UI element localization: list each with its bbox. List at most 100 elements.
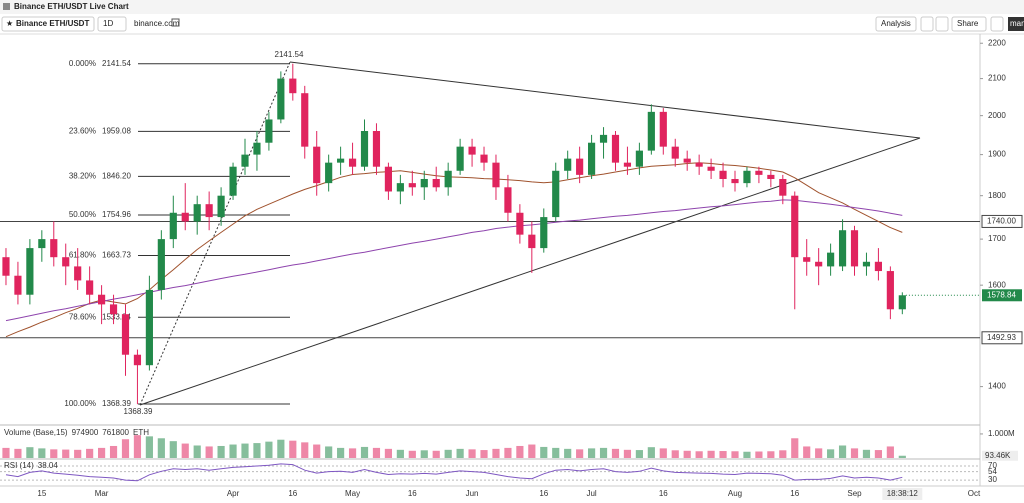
fib-pct: 100.00% (64, 399, 96, 408)
volume-bar (157, 438, 165, 458)
candle-body (659, 111, 667, 147)
volume-bar (74, 449, 82, 458)
low-label: 1368.39 (124, 407, 153, 416)
volume-bar (623, 449, 632, 458)
candle-body (372, 130, 381, 167)
volume-bar (62, 449, 70, 458)
volume-bar (516, 445, 524, 458)
volume-bar (217, 445, 225, 458)
x-tick-label: Sep (847, 489, 862, 498)
analysis-button[interactable] (875, 16, 917, 32)
candle-body (767, 174, 775, 179)
candle-body (731, 178, 739, 184)
volume-unit: ETH (133, 428, 149, 437)
indicator-button[interactable] (920, 16, 934, 32)
candle-body (850, 230, 859, 267)
volume-bar (109, 445, 118, 458)
interval[interactable]: 1D (103, 19, 113, 28)
fib-price: 1533.84 (102, 312, 131, 321)
trendline-lower (139, 137, 921, 406)
rsi-title: RSI (14) (4, 461, 34, 470)
volume-bar (743, 451, 751, 458)
level-tag (981, 331, 1023, 345)
level-label: 1740.00 (987, 217, 1016, 226)
y-tick-label: 2000 (988, 111, 1006, 120)
level-label: 1492.93 (987, 333, 1016, 342)
candle-body (50, 239, 58, 258)
draw-button[interactable] (935, 16, 949, 32)
candle-body (86, 280, 94, 295)
candle-body (528, 234, 536, 249)
price-label: 1578.84 (987, 290, 1016, 299)
candle-body (838, 230, 847, 267)
volume-bar (14, 448, 22, 458)
trendline-upper (289, 61, 921, 139)
fib-price: 1959.08 (102, 126, 131, 135)
volume-bar (635, 450, 643, 458)
candle-body (671, 146, 679, 159)
candle-body (886, 271, 894, 310)
fib-pct: 23.60% (69, 126, 96, 135)
candle-body (26, 248, 34, 295)
volume-bar (277, 439, 285, 458)
volume-bar (504, 447, 512, 458)
volume-bar (803, 446, 811, 458)
site-link[interactable]: binance.com (134, 19, 180, 28)
x-tick-label: 15 (37, 489, 46, 498)
share[interactable]: Share (957, 19, 979, 28)
candle-body (683, 158, 691, 163)
star-icon: ★ (6, 19, 13, 28)
volume-bar (898, 455, 906, 458)
candle-body (468, 146, 476, 155)
rsi-tick-label: 30 (988, 475, 997, 484)
volume-bar (599, 447, 608, 458)
volume-bar (611, 448, 620, 458)
user[interactable]: man (1010, 19, 1024, 28)
candle-body (241, 154, 249, 167)
fib-price: 1368.39 (102, 399, 131, 408)
window-bar (0, 0, 1024, 14)
volume-bar (671, 450, 679, 458)
volume-bar (289, 440, 297, 458)
candle-body (396, 183, 404, 192)
candle-body (623, 162, 632, 167)
volume-bar (468, 449, 476, 458)
candle-body (480, 154, 488, 163)
volume-bar (86, 448, 94, 458)
x-tick-label: 16 (288, 489, 297, 498)
user-button[interactable] (1008, 17, 1024, 31)
x-tick-label: 16 (659, 489, 668, 498)
candle-body (504, 187, 512, 213)
fib-pct: 78.60% (69, 312, 96, 321)
x-tick-label: 16 (790, 489, 799, 498)
candle-body (444, 170, 452, 188)
fib-pct: 61.80% (69, 251, 96, 260)
candle-body (121, 314, 130, 355)
volume-bar (850, 448, 859, 458)
candle-body (229, 166, 237, 196)
candle-body (145, 289, 153, 366)
candle-body (647, 111, 655, 151)
volume-tag-label: 93.46K (985, 451, 1011, 460)
interval-button[interactable] (97, 16, 127, 32)
volume-bar (432, 450, 440, 458)
fib-price: 1663.73 (102, 251, 131, 260)
candle-body (755, 170, 763, 175)
share-button[interactable] (951, 16, 987, 32)
volume-bar (337, 447, 345, 458)
candle-body (253, 142, 261, 155)
volume-bar (528, 444, 536, 458)
x-tick-label: Jun (466, 489, 479, 498)
symbol-button[interactable] (1, 16, 95, 32)
fullscreen-button[interactable] (990, 16, 1004, 32)
analysis[interactable]: Analysis (881, 19, 911, 28)
volume-bar (827, 449, 835, 458)
y-tick-label: 1600 (988, 280, 1006, 289)
countdown: 18:38:12 (887, 489, 919, 498)
candle-body (564, 158, 572, 171)
x-tick-label: Apr (227, 489, 240, 498)
candle-body (217, 195, 225, 218)
x-tick-label: Aug (728, 489, 742, 498)
symbol[interactable]: Binance ETH/USDT (16, 19, 89, 28)
volume-bar (241, 443, 249, 458)
